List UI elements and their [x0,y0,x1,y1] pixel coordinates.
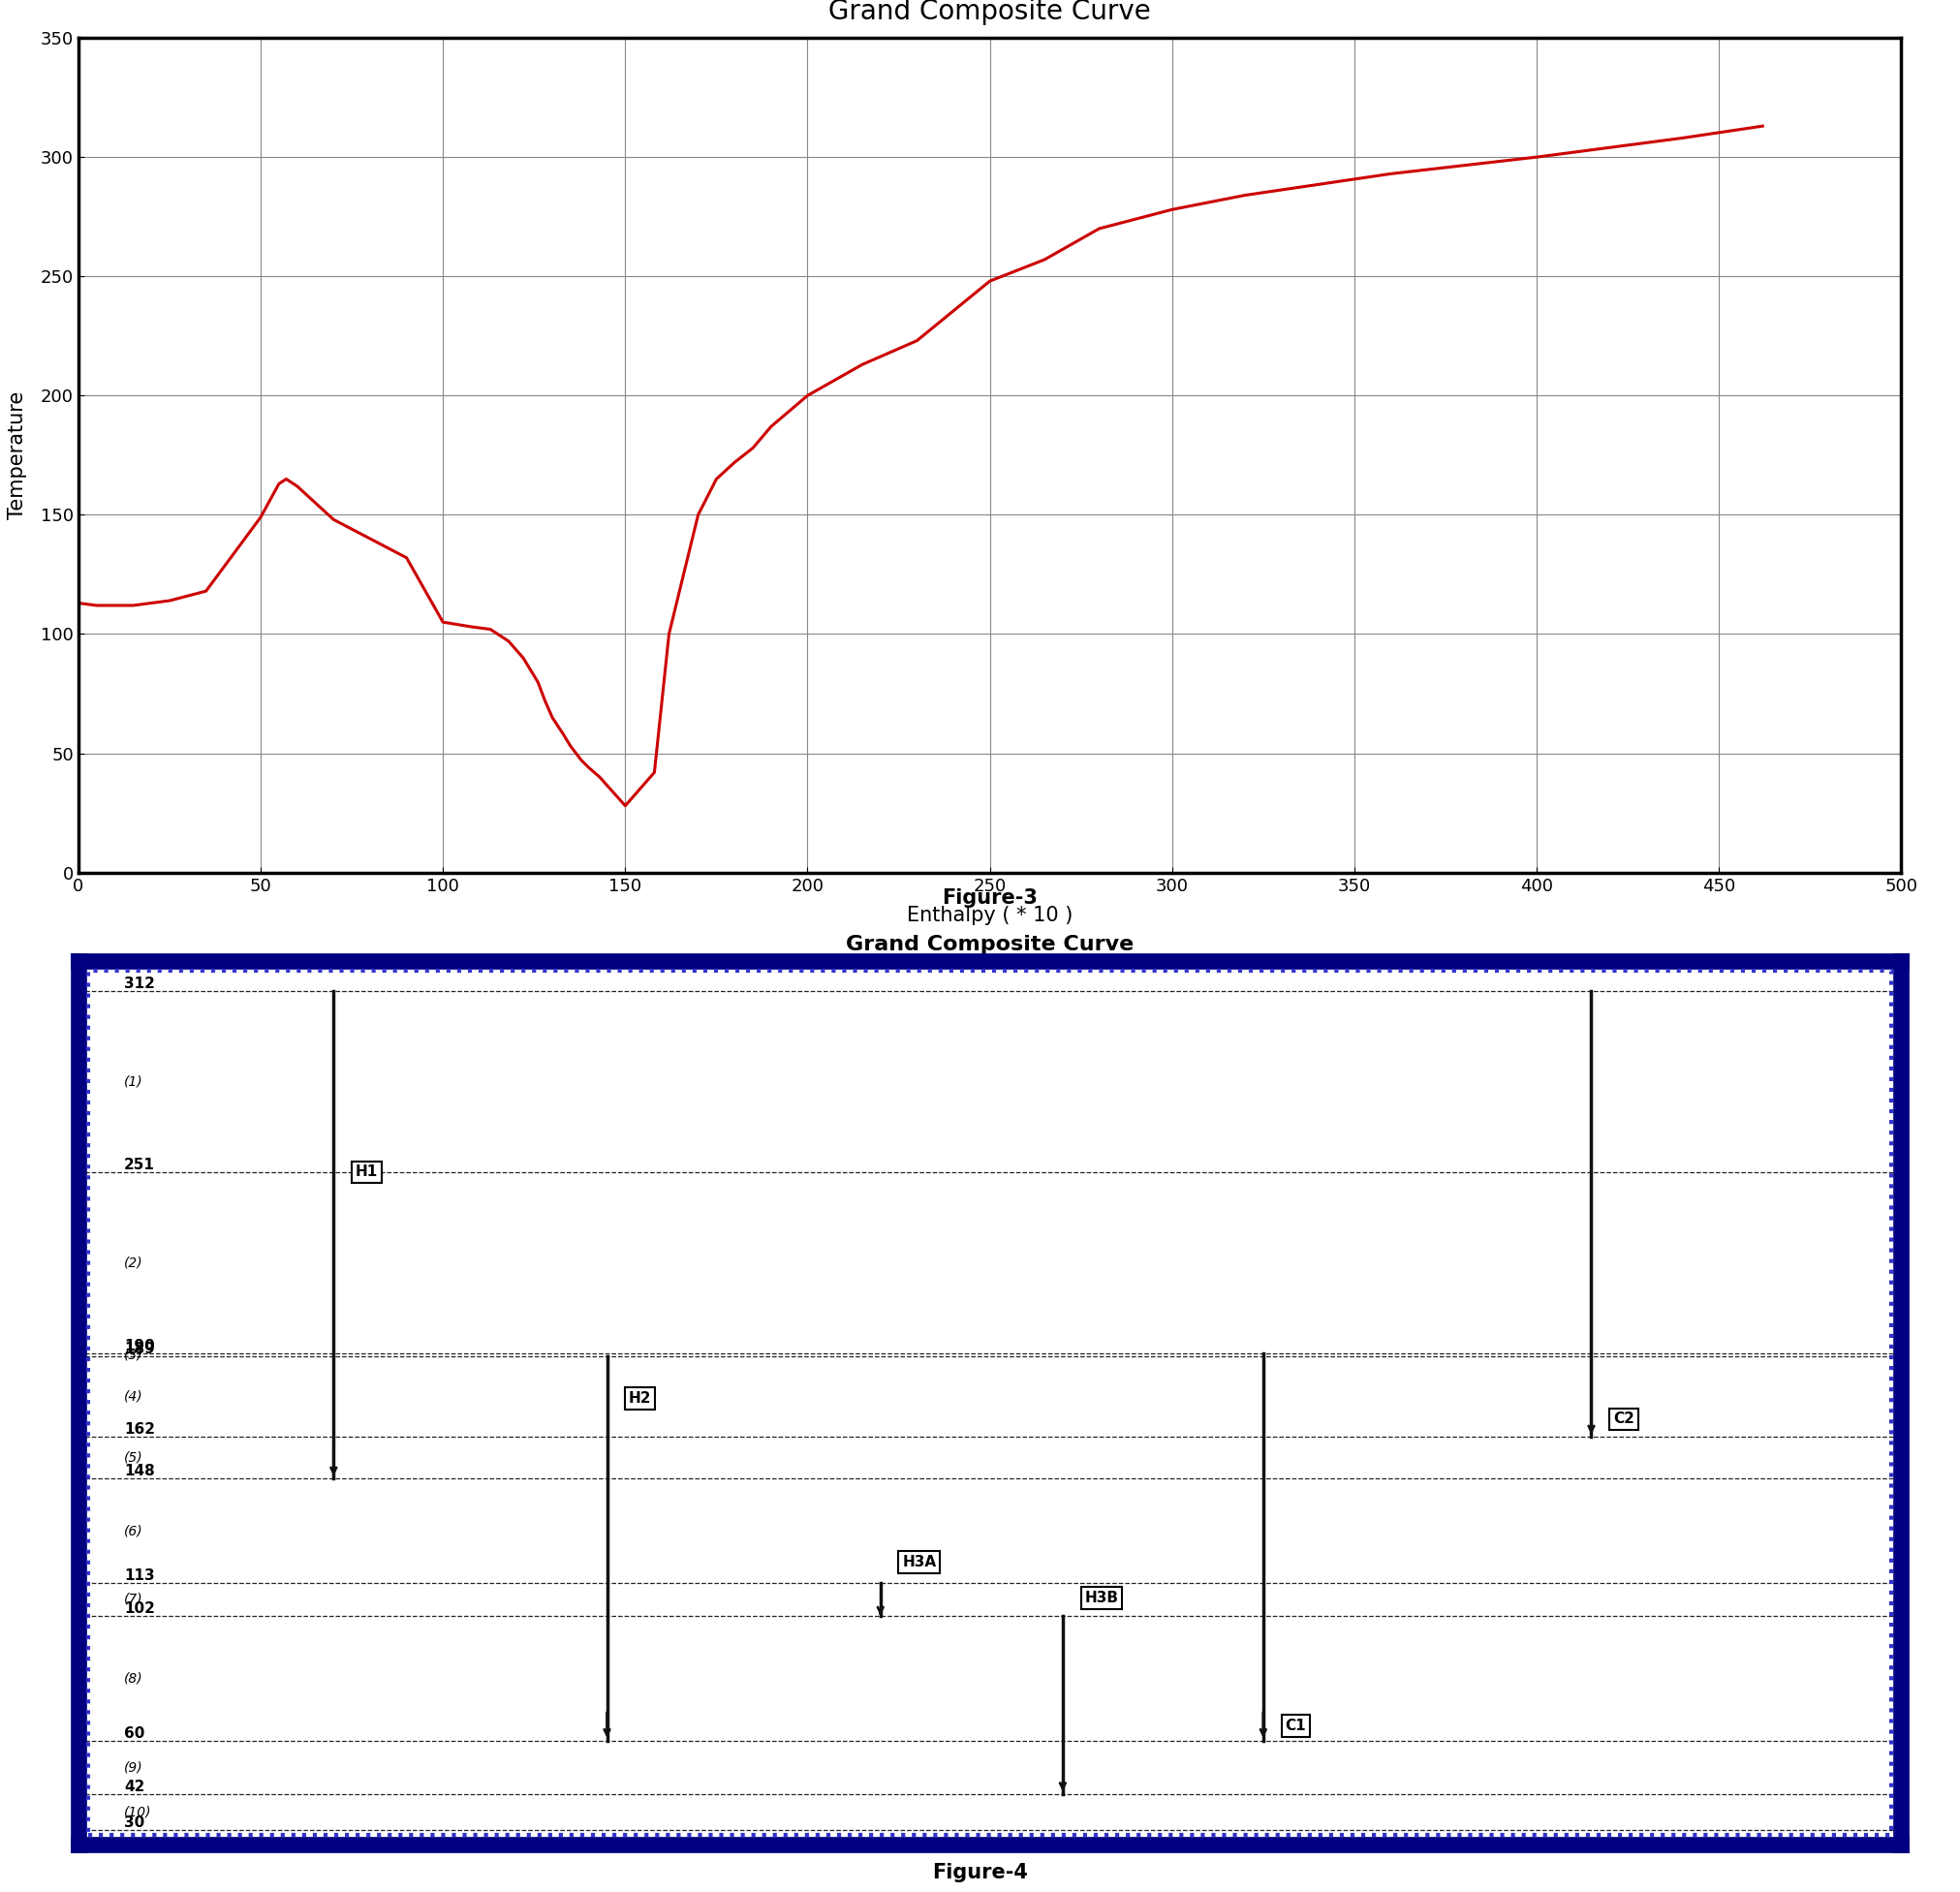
Text: (1): (1) [123,1075,143,1088]
Text: (9): (9) [123,1761,143,1775]
Text: H3B: H3B [1084,1591,1119,1604]
Text: H1: H1 [355,1165,378,1179]
Text: H2: H2 [629,1391,651,1406]
Text: Figure-3: Figure-3 [943,889,1037,908]
Text: C2: C2 [1613,1411,1635,1427]
Text: 42: 42 [123,1780,145,1794]
Text: 148: 148 [123,1464,155,1480]
Text: 113: 113 [123,1568,155,1584]
Text: H3A: H3A [902,1555,937,1568]
Text: (6): (6) [123,1523,143,1538]
Text: (7): (7) [123,1593,143,1606]
Text: (10): (10) [123,1805,151,1818]
Text: C1: C1 [1286,1718,1305,1733]
Text: 30: 30 [123,1814,145,1830]
Text: 189: 189 [123,1341,155,1357]
Text: 102: 102 [123,1601,155,1616]
Text: (4): (4) [123,1391,143,1404]
Text: (2): (2) [123,1256,143,1270]
Text: 190: 190 [123,1340,155,1353]
Text: 251: 251 [123,1158,155,1173]
Text: 312: 312 [123,976,155,991]
Text: 162: 162 [123,1423,155,1438]
Text: (5): (5) [123,1451,143,1464]
Text: (8): (8) [123,1671,143,1686]
X-axis label: Enthalpy ( * 10 ): Enthalpy ( * 10 ) [907,906,1072,925]
Y-axis label: Temperature: Temperature [8,392,27,518]
Text: Figure-4: Figure-4 [933,1864,1027,1883]
Text: Grand Composite Curve: Grand Composite Curve [847,935,1133,954]
Text: 60: 60 [123,1726,145,1741]
Text: (3): (3) [123,1349,143,1362]
Title: Grand Composite Curve: Grand Composite Curve [829,0,1151,25]
